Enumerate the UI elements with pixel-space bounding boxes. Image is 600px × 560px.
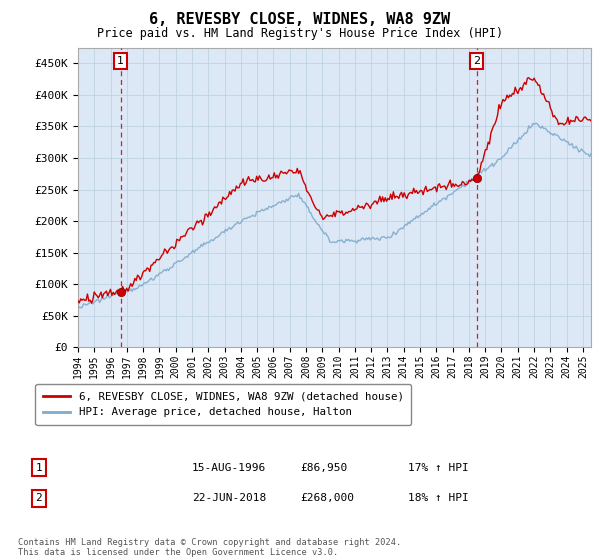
Text: 6, REVESBY CLOSE, WIDNES, WA8 9ZW: 6, REVESBY CLOSE, WIDNES, WA8 9ZW bbox=[149, 12, 451, 27]
Text: Contains HM Land Registry data © Crown copyright and database right 2024.
This d: Contains HM Land Registry data © Crown c… bbox=[18, 538, 401, 557]
Text: 22-JUN-2018: 22-JUN-2018 bbox=[192, 493, 266, 503]
Text: 2: 2 bbox=[35, 493, 43, 503]
Text: 1: 1 bbox=[117, 56, 124, 66]
Text: £86,950: £86,950 bbox=[300, 463, 347, 473]
Text: 18% ↑ HPI: 18% ↑ HPI bbox=[408, 493, 469, 503]
Text: £268,000: £268,000 bbox=[300, 493, 354, 503]
Text: 17% ↑ HPI: 17% ↑ HPI bbox=[408, 463, 469, 473]
Text: 1: 1 bbox=[35, 463, 43, 473]
Text: 15-AUG-1996: 15-AUG-1996 bbox=[192, 463, 266, 473]
Text: Price paid vs. HM Land Registry's House Price Index (HPI): Price paid vs. HM Land Registry's House … bbox=[97, 27, 503, 40]
Text: 2: 2 bbox=[473, 56, 480, 66]
Legend: 6, REVESBY CLOSE, WIDNES, WA8 9ZW (detached house), HPI: Average price, detached: 6, REVESBY CLOSE, WIDNES, WA8 9ZW (detac… bbox=[35, 384, 412, 425]
